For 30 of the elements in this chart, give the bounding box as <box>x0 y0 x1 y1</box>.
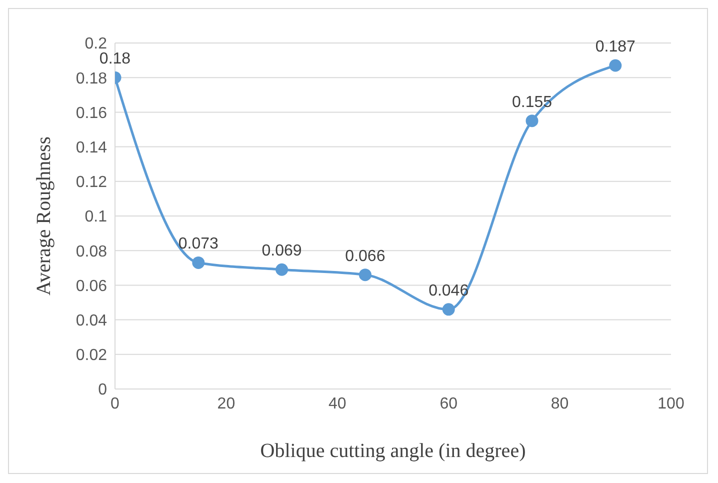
x-tick-label: 80 <box>550 395 569 412</box>
y-tick-label: 0.06 <box>76 278 108 295</box>
y-tick-label: 0.12 <box>76 174 108 192</box>
y-tick-label: 0.1 <box>84 208 108 226</box>
y-tick-label: 0.18 <box>76 70 108 88</box>
point <box>526 114 538 128</box>
y-tick-label: 0 <box>98 382 108 399</box>
point <box>276 263 288 276</box>
point <box>192 256 205 269</box>
y-tick-label: 0.02 <box>76 347 108 364</box>
x-tick-label: 20 <box>217 395 236 412</box>
data-label: 0.066 <box>345 248 386 265</box>
y-tick-label: 0.14 <box>76 139 108 156</box>
point <box>358 268 372 282</box>
y-tick-label: 0.08 <box>76 243 108 260</box>
data-label: 0.073 <box>178 236 219 253</box>
x-tick-label: 0 <box>110 395 120 412</box>
data-label: 0.18 <box>99 50 131 68</box>
x-axis-title: Oblique cutting angle (in degree) <box>260 440 526 462</box>
data-label: 0.069 <box>262 242 302 260</box>
y-tick-label: 0.04 <box>76 312 108 330</box>
y-tick-label: 0.16 <box>76 104 108 122</box>
x-tick-label: 60 <box>440 395 458 412</box>
x-tick-label: 100 <box>658 395 684 412</box>
y-tick-label: 0.2 <box>84 36 108 53</box>
y-axis-title: Average Roughness <box>33 136 56 296</box>
data-label: 0.187 <box>595 38 636 56</box>
point <box>442 303 455 316</box>
x-tick-label: 40 <box>328 395 346 412</box>
point <box>609 59 622 72</box>
